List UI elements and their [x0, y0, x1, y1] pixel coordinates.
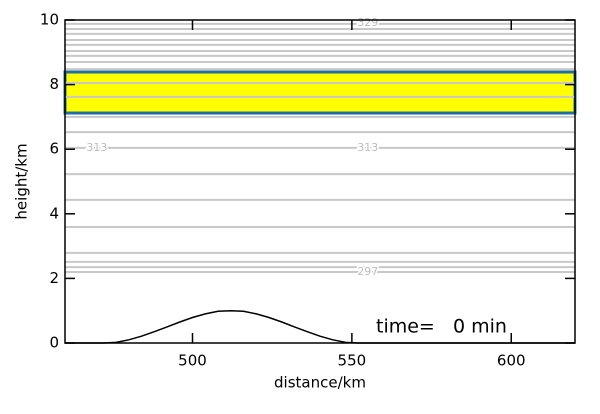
y-tick-label: 0 — [49, 334, 59, 352]
x-tick-label: 500 — [178, 352, 207, 370]
y-tick-label: 8 — [49, 75, 59, 93]
y-tick-label: 10 — [40, 11, 59, 29]
contour-label: 313 — [357, 141, 378, 154]
plot-frame — [64, 19, 576, 344]
terrain-line — [65, 309, 575, 344]
y-tick-label: 6 — [49, 140, 59, 158]
tracer-band — [63, 70, 577, 115]
x-tick-label: 600 — [497, 352, 526, 370]
y-tick-label: 2 — [49, 269, 59, 287]
annotation: time= 0 min — [376, 316, 507, 338]
contour-label: 297 — [357, 265, 378, 278]
x-tick-label: 550 — [338, 352, 367, 370]
contour-label: 313 — [86, 141, 107, 154]
contour-label: 329 — [357, 16, 378, 29]
y-axis-label: height/km — [13, 143, 31, 219]
y-tick-label: 4 — [49, 204, 59, 222]
x-axis-label: distance/km — [274, 374, 366, 392]
